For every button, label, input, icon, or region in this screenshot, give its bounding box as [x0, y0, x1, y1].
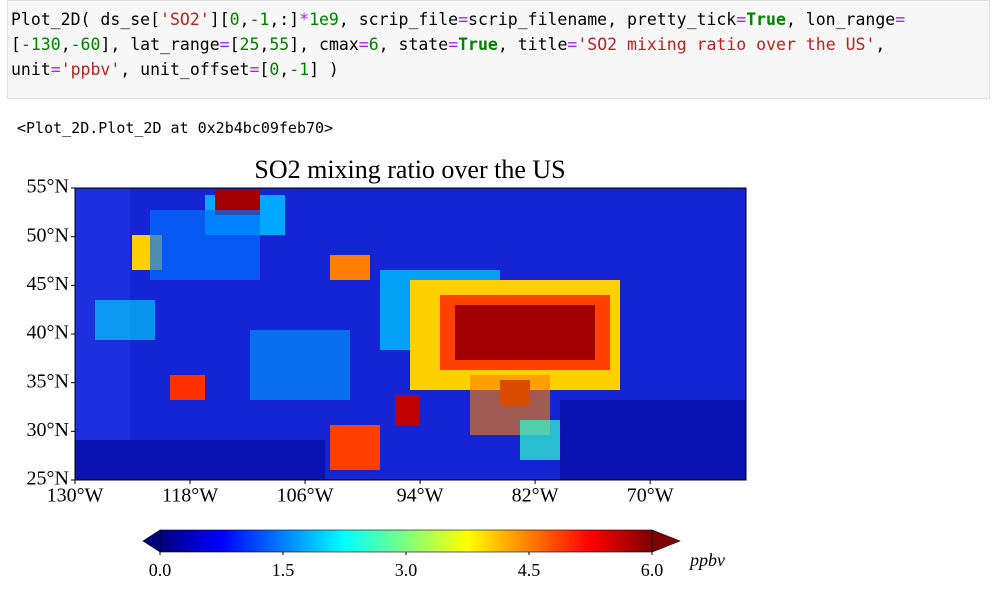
- code-line: [-130,-60], lat_range=[25,55], cmax=6, s…: [11, 35, 885, 54]
- x-tick-label: 130°W: [47, 485, 104, 507]
- code-token: unit: [11, 60, 51, 79]
- colorbar-tick-label: 1.5: [272, 560, 295, 580]
- colorbar-tick-label: 4.5: [518, 560, 541, 580]
- code-token: 0: [269, 60, 280, 79]
- code-token: 'SO2 mixing ratio over the US': [577, 35, 876, 54]
- code-token: [: [229, 35, 240, 54]
- code-token: ], lat_range: [100, 35, 220, 54]
- code-token: ] ): [309, 60, 339, 79]
- y-tick-label: 45°N: [27, 273, 69, 295]
- y-tick-label: 50°N: [27, 224, 69, 246]
- y-tick-label: 55°N: [27, 176, 69, 198]
- code-line: unit='ppbv', unit_offset=[0,-1] ): [11, 60, 339, 79]
- colorbar-unit: ppbv: [688, 550, 725, 570]
- x-tick-label: 94°W: [397, 485, 444, 507]
- code-token: -1: [249, 10, 270, 29]
- code-token: ,: [239, 10, 250, 29]
- code-token: True: [746, 10, 786, 29]
- x-tick-label: 118°W: [162, 485, 218, 507]
- code-token: ,: [259, 35, 270, 54]
- code-token: ,: [60, 35, 71, 54]
- code-token: =: [895, 10, 906, 29]
- output-text: <Plot_2D.Plot_2D at 0x2b4bc09feb70>: [17, 119, 334, 137]
- code-token: =: [50, 60, 61, 79]
- code-token: =: [458, 10, 469, 29]
- x-tick-label: 82°W: [512, 485, 559, 507]
- map-field: [75, 188, 746, 480]
- y-tick-label: 40°N: [27, 322, 69, 344]
- code-token: True: [458, 35, 498, 54]
- code-token: 'SO2': [160, 10, 210, 29]
- code-token: -1: [289, 60, 310, 79]
- code-token: , unit_offset: [120, 60, 250, 79]
- code-token: , lon_range: [785, 10, 896, 29]
- y-tick-label: 25°N: [27, 468, 69, 490]
- code-token: 0: [229, 10, 240, 29]
- code-token: scrip_filename, pretty_tick: [468, 10, 737, 29]
- code-token: 'ppbv': [60, 60, 121, 79]
- code-token: -130: [20, 35, 61, 54]
- code-token: =: [249, 60, 260, 79]
- code-token: =: [448, 35, 459, 54]
- code-token: =: [567, 35, 578, 54]
- code-token: , title: [497, 35, 568, 54]
- code-token: 6: [368, 35, 379, 54]
- code-token: -60: [70, 35, 101, 54]
- chart-title: SO2 mixing ratio over the US: [254, 155, 565, 184]
- code-token: ], cmax: [289, 35, 359, 54]
- code-token: =: [219, 35, 230, 54]
- code-token: =: [358, 35, 369, 54]
- y-tick-label: 30°N: [27, 419, 69, 441]
- code-token: , scrip_file: [338, 10, 459, 29]
- code-token: 25: [239, 35, 260, 54]
- colorbar-extend-low: [142, 529, 161, 553]
- colorbar-tick-label: 0.0: [149, 560, 172, 580]
- code-cell[interactable]: Plot_2D( ds_se['SO2'][0,-1,:]*1e9, scrip…: [7, 0, 990, 99]
- code-token: ,: [875, 35, 886, 54]
- code-token: , state: [378, 35, 449, 54]
- colorbar: [159, 529, 653, 553]
- code-token: [: [259, 60, 270, 79]
- code-token: 55: [269, 35, 290, 54]
- y-tick-label: 35°N: [27, 370, 69, 392]
- code-token: ,:]: [269, 10, 300, 29]
- code-token: [: [11, 35, 21, 54]
- code-token: ][: [209, 10, 230, 29]
- code-token: 1e9: [309, 10, 339, 29]
- colorbar-tick-label: 6.0: [641, 560, 664, 580]
- x-tick-label: 70°W: [627, 485, 674, 507]
- code-token: *: [299, 10, 310, 29]
- colorbar-tick-label: 3.0: [395, 560, 418, 580]
- code-token: Plot_2D( ds_se[: [11, 10, 161, 29]
- code-line: Plot_2D( ds_se['SO2'][0,-1,:]*1e9, scrip…: [11, 10, 905, 29]
- code-token: =: [736, 10, 747, 29]
- code-token: ,: [279, 60, 290, 79]
- colorbar-extend-high: [651, 529, 681, 553]
- x-tick-label: 106°W: [277, 485, 334, 507]
